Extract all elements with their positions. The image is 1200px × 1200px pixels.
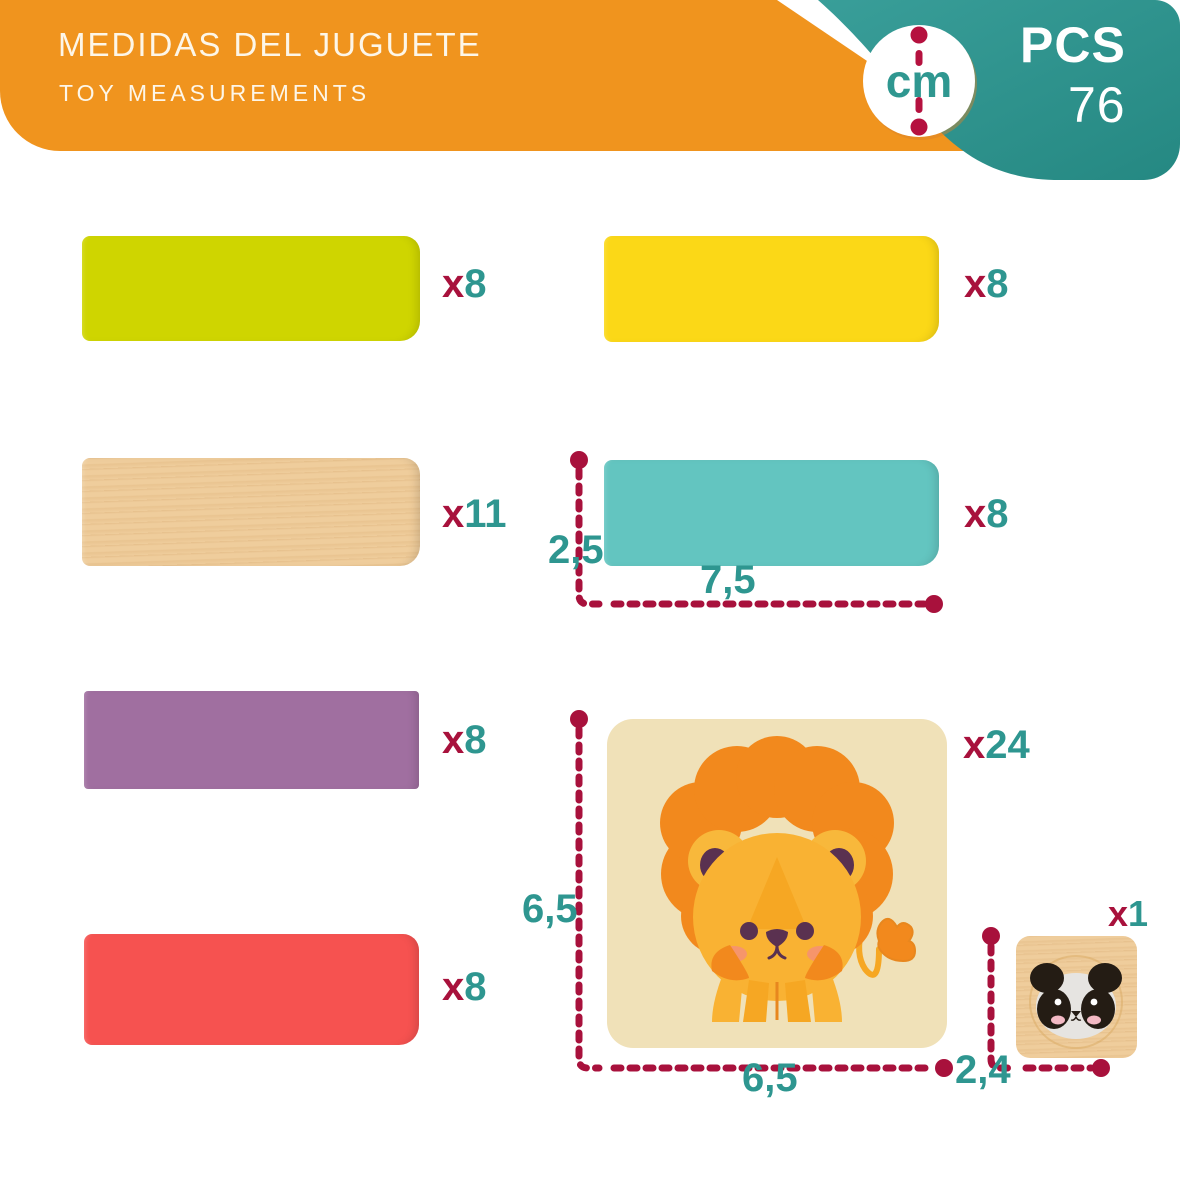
- svg-text:cm: cm: [886, 55, 952, 107]
